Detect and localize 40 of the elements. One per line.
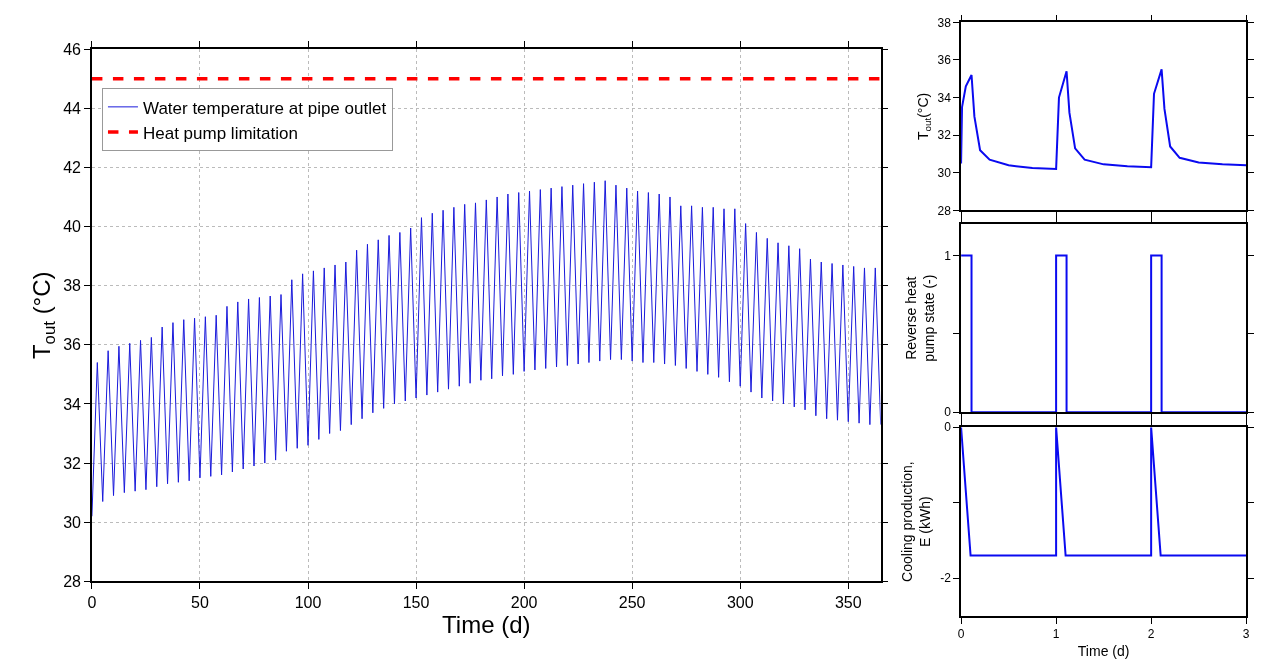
y-tick-label: 32	[937, 128, 952, 143]
y-tick-label: 28	[63, 572, 82, 590]
y-tick-label: 34	[937, 90, 952, 105]
y-tick-label: 38	[937, 15, 952, 30]
x-tick-label: 100	[294, 594, 322, 612]
y-tick-label: 28	[937, 203, 952, 218]
y-axis-title: Cooling production, E (kWh)	[899, 461, 934, 582]
y-tick-label: -2	[940, 571, 952, 586]
y-tick-label: 34	[63, 395, 82, 413]
y-tick-label: 36	[63, 336, 82, 354]
x-axis-title: Time (d)	[442, 611, 531, 639]
x-tick-label: 2	[1147, 627, 1155, 642]
x-tick-label: 200	[510, 594, 538, 612]
y-tick-label: 38	[63, 277, 82, 295]
x-tick-label: 0	[87, 594, 97, 612]
x-tick-label: 250	[618, 594, 646, 612]
y-tick-label: 44	[63, 99, 82, 117]
x-tick-label: 150	[402, 594, 430, 612]
line-series	[961, 68, 1247, 171]
x-tick-label: 350	[834, 594, 862, 612]
y-tick-label: 0	[944, 405, 952, 420]
y-tick-label: 42	[63, 159, 82, 177]
legend-label: Heat pump limitation	[142, 123, 298, 143]
y-tick-label: 30	[63, 513, 82, 531]
legend-label: Water temperature at pipe outlet	[142, 98, 387, 118]
x-tick-label: 3	[1242, 627, 1250, 642]
y-tick-label: 0	[944, 420, 952, 435]
y-tick-label: 30	[937, 166, 952, 181]
x-axis-title: Time (d)	[1077, 642, 1130, 659]
x-tick-label: 0	[957, 627, 965, 642]
y-axis-title: Reverse heat pump state (-)	[903, 274, 938, 362]
line-series	[91, 180, 881, 517]
y-tick-label: 32	[63, 454, 82, 472]
y-tick-label: 36	[937, 53, 952, 68]
y-tick-label: 46	[63, 40, 82, 58]
y-tick-label: 40	[63, 218, 82, 236]
y-tick-label: 1	[944, 248, 952, 263]
x-tick-label: 50	[191, 594, 209, 612]
x-tick-label: 300	[726, 594, 754, 612]
x-tick-label: 1	[1052, 627, 1060, 642]
